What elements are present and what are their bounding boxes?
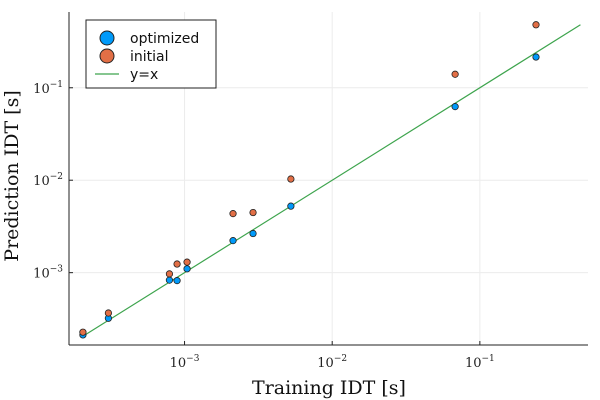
y-tick-label: 10−1 [33, 80, 63, 97]
plot-area [79, 21, 581, 339]
data-point-initial [287, 175, 295, 183]
legend: optimized initial y=x [85, 19, 217, 89]
data-point-initial [229, 210, 237, 218]
data-point-initial [165, 270, 174, 278]
data-point-optimized [532, 53, 540, 61]
series-line-y-x [82, 24, 581, 337]
data-point-initial [173, 260, 181, 268]
data-point-initial [249, 208, 257, 217]
y-axis-title: Prediction IDT [s] [1, 90, 23, 261]
data-point-optimized [451, 103, 459, 111]
data-point-initial [532, 21, 540, 29]
data-point-optimized [173, 277, 181, 285]
legend-marker-optimized [99, 30, 115, 46]
y-tick-label: 10−2 [33, 172, 63, 189]
data-point-optimized [287, 202, 295, 210]
legend-marker-initial [99, 48, 115, 64]
x-tick-label: 10−2 [317, 354, 347, 371]
data-point-initial [451, 70, 459, 78]
x-tick-label: 10−1 [465, 354, 495, 371]
x-tick-label: 10−3 [170, 354, 200, 371]
legend-label-yx: y=x [130, 67, 158, 83]
data-point-initial [104, 309, 112, 317]
data-point-optimized [183, 265, 191, 273]
legend-label-initial: initial [130, 49, 169, 65]
y-tick-label: 10−3 [33, 265, 63, 282]
data-point-optimized [249, 229, 257, 238]
data-point-optimized [229, 237, 237, 245]
data-point-initial [79, 328, 87, 336]
x-axis-title: Training IDT [s] [252, 377, 406, 399]
axes [68, 12, 588, 346]
data-point-optimized [165, 276, 174, 284]
tick-marks-and-labels: 10−3 10−2 10−1 10−3 10−2 10−1 [33, 80, 495, 371]
legend-label-optimized: optimized [130, 31, 199, 47]
data-point-initial [183, 258, 191, 266]
